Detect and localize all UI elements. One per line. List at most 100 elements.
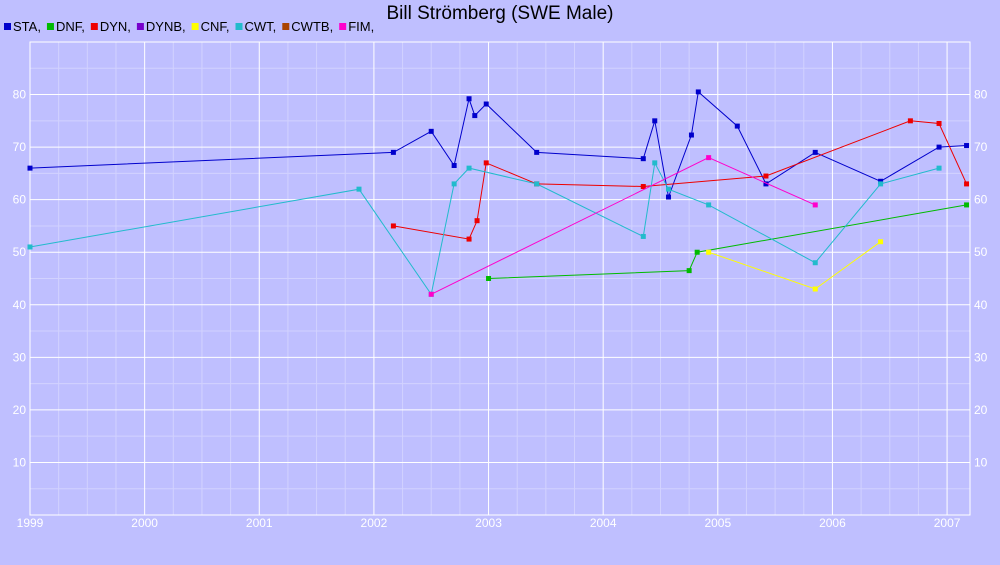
y-tick-label-right: 30 (974, 350, 988, 364)
data-point (390, 223, 396, 229)
legend-label: DYNB, (146, 19, 186, 34)
data-point (812, 202, 818, 208)
data-point (474, 218, 480, 224)
legend: STA, DNF, DYN, DYNB, CNF, CWT, CWTB, FIM, (4, 19, 374, 34)
chart-title: Bill Strömberg (SWE Male) (387, 3, 614, 24)
legend-swatch (191, 23, 199, 30)
data-point (695, 89, 701, 95)
legend-label: CWTB, (291, 19, 333, 34)
y-tick-label-right: 40 (974, 298, 988, 312)
data-point (534, 149, 540, 155)
data-point (936, 165, 942, 171)
y-tick-label: 40 (13, 298, 27, 312)
grid (29, 42, 970, 515)
data-point (878, 178, 884, 184)
legend-label: CWT, (245, 19, 277, 34)
data-point (27, 165, 33, 171)
legend-swatch (235, 23, 243, 30)
data-point (466, 96, 472, 102)
y-tick-label: 70 (13, 140, 27, 154)
x-tick-label: 2003 (475, 516, 502, 530)
y-tick-label-right: 20 (974, 403, 988, 417)
legend-swatch (136, 23, 144, 30)
data-point (466, 165, 472, 171)
data-point (964, 181, 970, 187)
legend-swatch (4, 23, 11, 30)
x-tick-label: 2000 (131, 516, 158, 530)
y-tick-label: 60 (13, 193, 27, 207)
data-point (640, 156, 646, 162)
data-point (763, 173, 769, 179)
legend-label: DNF, (56, 19, 85, 34)
y-tick-label: 50 (13, 245, 27, 259)
series (27, 89, 970, 200)
legend-swatch (339, 23, 347, 30)
data-point (534, 181, 540, 187)
plot-frame (29, 41, 971, 516)
legend-label: FIM, (348, 19, 374, 34)
data-point (451, 163, 457, 169)
plot-area: 10 10 20 20 30 30 40 40 50 50 60 60 70 70 80 80 1999 2000… (13, 41, 988, 530)
data-point (472, 113, 478, 119)
data-point (812, 260, 818, 266)
series (706, 239, 884, 292)
legend-label: STA, (13, 19, 41, 34)
series-line (488, 204, 967, 279)
data-point (936, 144, 942, 150)
x-tick-label: 2002 (361, 516, 388, 530)
data-point (706, 249, 712, 255)
data-point (666, 194, 672, 200)
y-tick-label-right: 50 (974, 245, 988, 259)
data-point (734, 123, 740, 129)
data-point (428, 291, 434, 297)
data-point (812, 149, 818, 155)
data-point (694, 249, 700, 255)
data-point (706, 155, 712, 161)
legend-label: DYN, (100, 19, 131, 34)
series (428, 155, 818, 297)
x-tick-label: 2001 (246, 516, 273, 530)
data-point (936, 120, 942, 126)
legend-swatch (282, 23, 290, 30)
data-point (686, 268, 692, 274)
data-point (878, 239, 884, 245)
y-tick-label: 80 (13, 88, 27, 102)
legend-swatch (90, 23, 98, 30)
data-point (688, 132, 694, 138)
x-tick-label: 2004 (590, 516, 617, 530)
data-point (356, 186, 362, 192)
y-tick-label: 20 (13, 403, 27, 417)
y-tick-label: 30 (13, 350, 27, 364)
data-point (652, 118, 658, 124)
y-tick-label-right: 70 (974, 140, 988, 154)
series-line (393, 120, 968, 240)
data-point (640, 184, 646, 190)
data-point (652, 160, 658, 166)
y-tick-label: 10 (13, 455, 27, 469)
series-group (27, 89, 970, 297)
y-tick-label-right: 80 (974, 88, 988, 102)
data-point (483, 101, 489, 107)
data-point (763, 181, 769, 187)
data-point (428, 128, 434, 134)
x-tick-label: 2007 (934, 516, 961, 530)
axes: 10 10 20 20 30 30 40 40 50 50 60 60 70 70 80 80 1999 2000… (13, 41, 988, 530)
y-tick-label-right: 60 (974, 193, 988, 207)
data-point (812, 286, 818, 292)
data-point (27, 244, 33, 250)
data-point (706, 202, 712, 208)
data-point (390, 149, 396, 155)
data-point (640, 233, 646, 239)
data-point (483, 160, 489, 166)
x-tick-label: 2006 (819, 516, 846, 530)
data-point (907, 118, 913, 124)
data-point (466, 236, 472, 242)
data-point (878, 181, 884, 187)
data-point (486, 276, 492, 281)
legend-swatch (46, 23, 54, 30)
data-point (964, 143, 970, 149)
series (486, 202, 970, 281)
x-tick-label: 1999 (17, 516, 44, 530)
